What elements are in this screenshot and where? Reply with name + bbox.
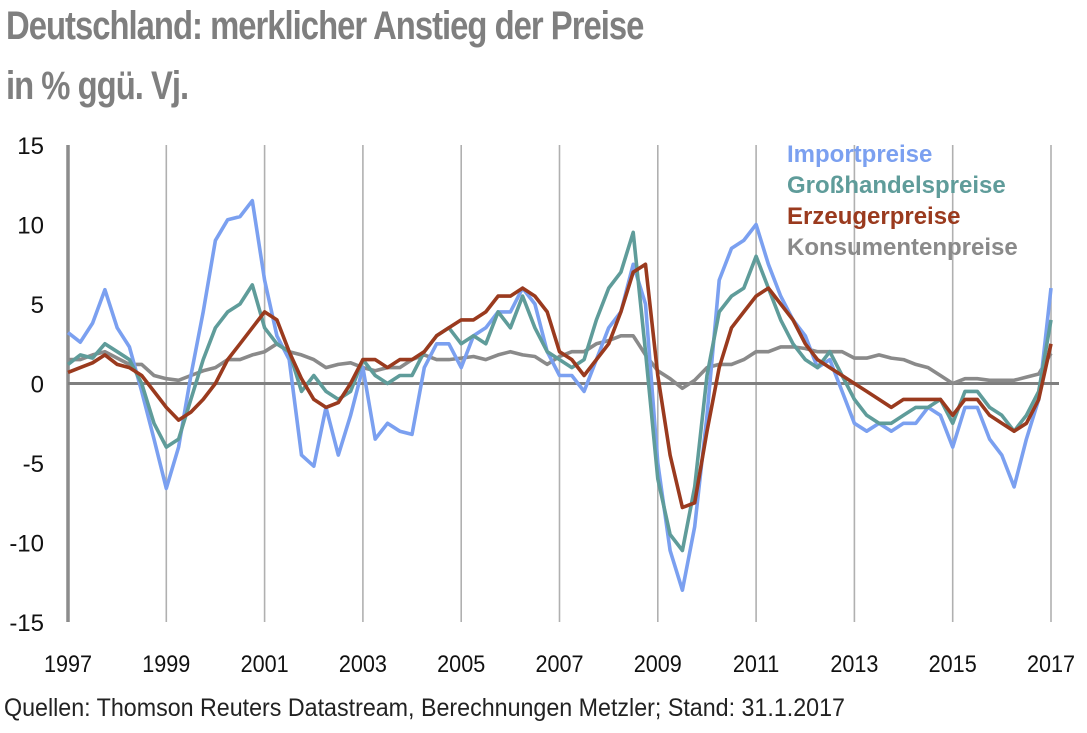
legend-item-importpreise: Importpreise [787, 141, 932, 168]
series-line-erzeugerpreise [67, 262, 1053, 510]
y-tick-label: 5 [31, 292, 44, 319]
x-tick-label: 1999 [142, 650, 190, 677]
series-line-großhandelspreise [66, 230, 1053, 553]
chart-title: Deutschland: merklicher Anstieg der Prei… [6, 4, 644, 48]
x-tick-label: 2005 [437, 650, 485, 677]
y-axis-ticks: 15 10 5 0 -5 -10 -15 [9, 133, 44, 637]
chart-subtitle: in % ggü. Vj. [6, 64, 189, 108]
x-tick-label: 1997 [44, 650, 92, 677]
y-tick-label: 10 [17, 213, 44, 240]
series-line-importpreise [66, 198, 1053, 593]
x-tick-label: 2009 [634, 650, 682, 677]
x-tick-label: 2011 [733, 650, 779, 677]
series-lines [66, 198, 1059, 593]
legend: Importpreise Großhandelspreise Erzeugerpre… [787, 141, 1018, 261]
y-tick-label: -10 [9, 531, 44, 558]
legend-item-konsumentenpreise: Konsumentenpreise [787, 234, 1018, 261]
x-tick-label: 2003 [339, 650, 387, 677]
legend-item-erzeugerpreise: Erzeugerpreise [787, 203, 960, 230]
y-tick-label: -5 [23, 451, 44, 478]
y-tick-label: 15 [17, 133, 44, 160]
y-tick-label: -15 [9, 610, 44, 637]
x-tick-label: 2001 [241, 650, 289, 677]
series-line-konsumentenpreise [68, 333, 1053, 391]
x-axis-ticks: 1997 1999 2001 2003 2005 2007 2009 2011 2013 2015… [44, 650, 1075, 677]
x-tick-label: 2017 [1027, 650, 1075, 677]
x-tick-label: 2007 [535, 650, 583, 677]
legend-item-großhandelspreise: Großhandelspreise [787, 172, 1006, 199]
source-note: Quellen: Thomson Reuters Datastream, Ber… [4, 694, 845, 722]
y-tick-label: 0 [31, 372, 44, 399]
x-tick-label: 2015 [929, 650, 977, 677]
x-tick-label: 2013 [830, 650, 878, 677]
